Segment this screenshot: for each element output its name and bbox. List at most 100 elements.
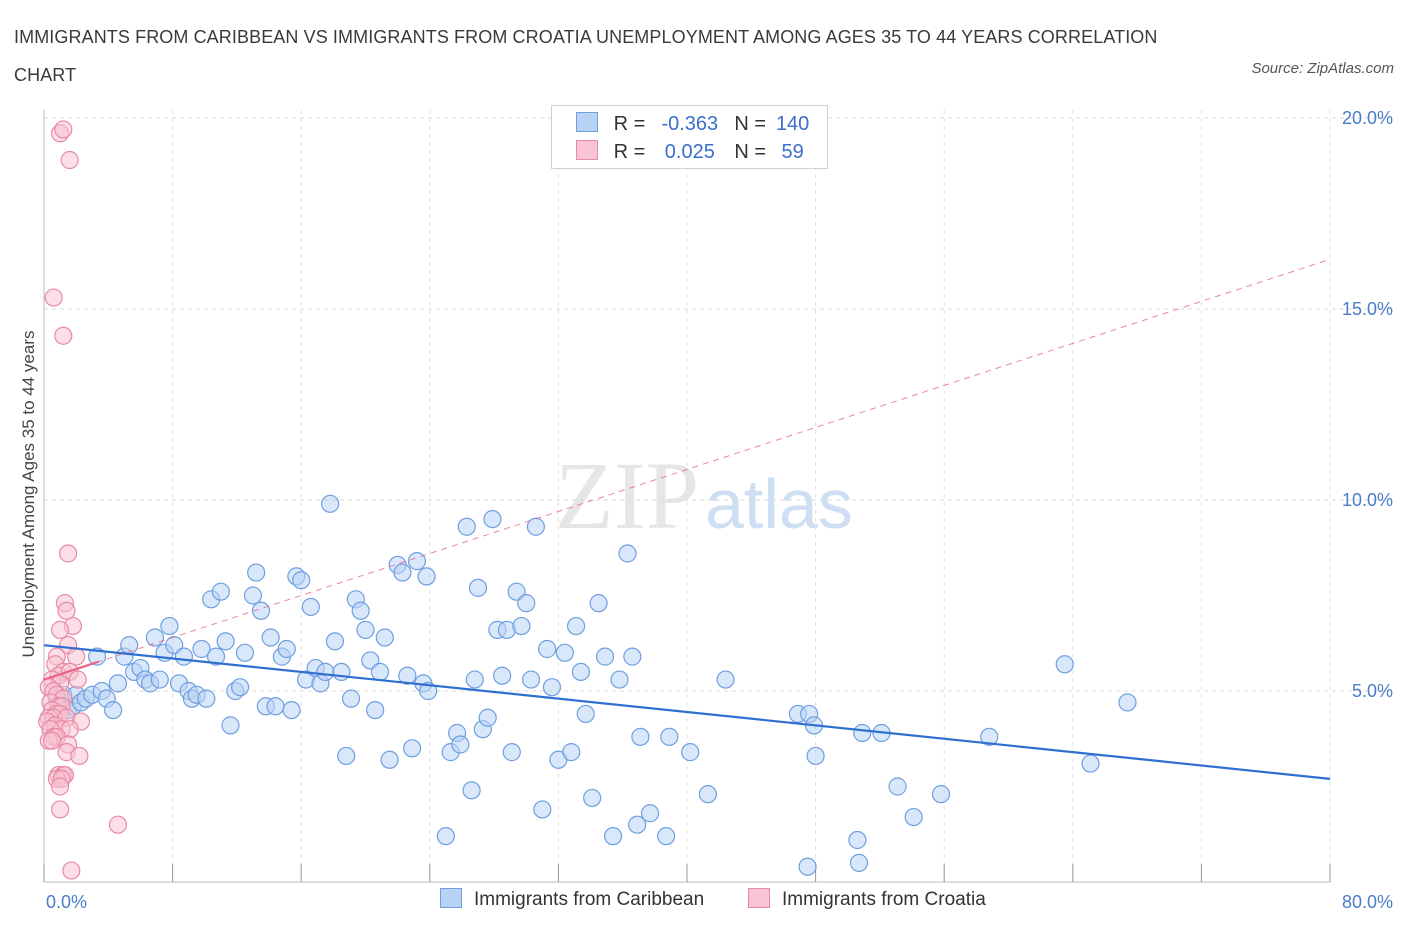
caribbean-point xyxy=(356,620,375,639)
legend-r-label: R = xyxy=(613,113,646,135)
caribbean-point xyxy=(192,639,211,659)
caribbean-point xyxy=(798,857,817,876)
caribbean-point xyxy=(589,594,608,613)
caribbean-point xyxy=(457,517,476,536)
caribbean-point xyxy=(341,689,361,708)
caribbean-point xyxy=(104,700,123,720)
axes xyxy=(43,110,1331,883)
caribbean-point xyxy=(533,800,552,819)
caribbean-point xyxy=(502,743,521,762)
caribbean-point xyxy=(853,723,872,743)
caribbean-point xyxy=(451,735,470,754)
caribbean-point xyxy=(538,639,557,659)
caribbean-point xyxy=(462,781,481,800)
caribbean-point xyxy=(660,727,679,746)
caribbean-point xyxy=(657,827,676,846)
caribbean-point xyxy=(370,662,390,682)
croatia-swatch xyxy=(748,888,770,908)
caribbean-point xyxy=(261,628,280,647)
caribbean-point xyxy=(216,632,235,651)
caribbean-point xyxy=(465,670,484,689)
croatia-point xyxy=(68,670,87,689)
caribbean-point xyxy=(806,746,825,766)
caribbean-point xyxy=(542,678,562,697)
caribbean-point xyxy=(398,666,417,685)
caribbean-point xyxy=(197,689,216,708)
correlation-legend: R = -0.363 N = 140 R = 0.025 N = 59 xyxy=(551,105,828,169)
x-tick-label-min: 0.0% xyxy=(46,892,87,912)
caribbean-point xyxy=(251,601,271,620)
croatia-swatch xyxy=(576,140,598,160)
croatia-point xyxy=(57,601,76,620)
caribbean-point xyxy=(316,662,335,682)
caribbean-point xyxy=(603,827,623,846)
source-label: Source: ZipAtlas.com xyxy=(1251,60,1394,77)
caribbean-point xyxy=(562,743,581,762)
croatia-point xyxy=(59,544,78,563)
caribbean-point xyxy=(266,697,285,716)
caribbean-point xyxy=(483,509,502,529)
caribbean-point xyxy=(848,830,867,850)
watermark-atlas: atlas xyxy=(705,465,853,543)
caribbean-point xyxy=(332,662,351,682)
croatia-point xyxy=(50,620,70,639)
grid-lines xyxy=(44,110,1392,882)
croatia-point xyxy=(70,746,89,766)
caribbean-point xyxy=(517,594,536,613)
y-tick-label: 20.0% xyxy=(1342,108,1393,128)
caribbean-point xyxy=(904,807,923,827)
croatia-point xyxy=(108,815,128,834)
caribbean-point xyxy=(403,739,422,758)
bottom-legend-caribbean: Immigrants from Caribbean xyxy=(440,888,704,911)
trend-lines xyxy=(43,258,1331,780)
caribbean-point xyxy=(247,563,266,582)
legend-n-label: N = xyxy=(734,141,767,163)
croatia-legend-label: Immigrants from Croatia xyxy=(782,889,986,910)
caribbean-point xyxy=(351,601,370,620)
legend-n-value: 140 xyxy=(775,113,810,135)
caribbean-swatch xyxy=(576,112,598,132)
zipatlas-watermark: ZIPatlas xyxy=(555,440,853,551)
caribbean-point xyxy=(595,647,615,666)
x-tick-label-max: 80.0% xyxy=(1342,892,1393,912)
caribbean-point xyxy=(277,639,296,659)
caribbean-point xyxy=(366,700,385,720)
caribbean-point xyxy=(716,670,735,689)
caribbean-point xyxy=(407,552,427,571)
caribbean-point xyxy=(375,628,394,647)
caribbean-point xyxy=(566,616,586,636)
caribbean-point xyxy=(681,743,700,762)
caribbean-point xyxy=(380,750,399,769)
caribbean-swatch xyxy=(440,888,462,908)
caribbean-point xyxy=(1055,655,1074,674)
legend-n-value: 59 xyxy=(781,141,804,163)
croatia-point xyxy=(44,288,63,307)
caribbean-point xyxy=(211,582,230,601)
legend-row-caribbean: R = -0.363 N = 140 xyxy=(576,112,814,138)
legend-row-croatia: R = 0.025 N = 59 xyxy=(576,140,814,166)
y-tick-label: 10.0% xyxy=(1342,490,1393,510)
caribbean-point xyxy=(145,628,165,647)
caribbean-point xyxy=(849,853,869,873)
caribbean-point xyxy=(292,571,311,590)
caribbean-point xyxy=(174,647,193,666)
caribbean-point xyxy=(521,670,541,689)
caribbean-point xyxy=(628,815,647,834)
caribbean-point xyxy=(493,666,512,685)
caribbean-point xyxy=(243,586,263,605)
caribbean-point xyxy=(931,785,951,804)
y-axis-label: Unemployment Among Ages 35 to 44 years xyxy=(19,331,38,658)
croatia-point xyxy=(54,120,73,139)
caribbean-trend-line xyxy=(43,644,1331,780)
caribbean-point xyxy=(282,700,301,720)
croatia-point xyxy=(50,777,70,796)
croatia-point xyxy=(54,326,73,345)
caribbean-point xyxy=(631,727,650,746)
legend-n-label: N = xyxy=(734,113,767,135)
caribbean-point xyxy=(618,544,637,563)
caribbean-point xyxy=(980,727,999,746)
caribbean-point xyxy=(526,517,545,536)
caribbean-point xyxy=(337,746,356,766)
caribbean-point xyxy=(206,647,226,666)
